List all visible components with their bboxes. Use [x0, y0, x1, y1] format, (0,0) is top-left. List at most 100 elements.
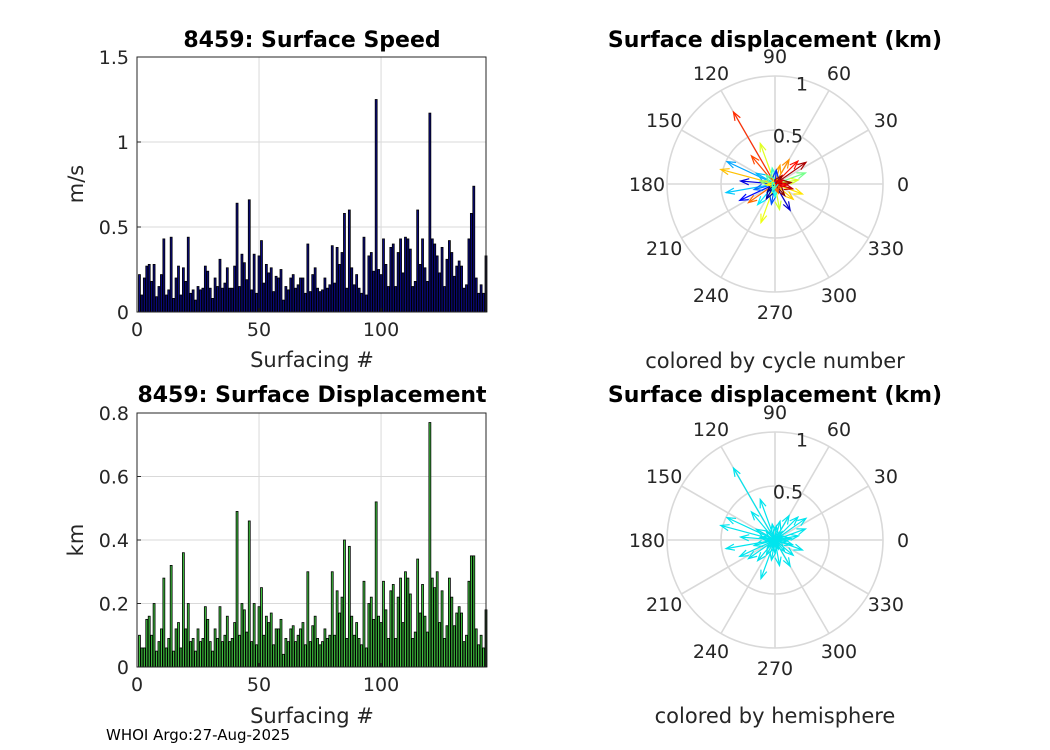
displacement-bar	[196, 628, 200, 668]
displacement-bar	[387, 638, 390, 668]
displacement-bar	[267, 622, 271, 668]
displacement-bar	[445, 625, 449, 668]
displacement-bar	[401, 622, 405, 668]
polar-hemisphere-chart: Surface displacement (km) 0 30 60 90 120 150 1…	[608, 383, 942, 728]
displacement-bar	[460, 612, 463, 668]
displacement-bar	[216, 638, 219, 668]
displacement-bar	[440, 590, 444, 668]
speed-bar	[155, 296, 158, 313]
displacement-chart-title: 8459: Surface Displacement	[137, 383, 487, 408]
displacement-bar	[308, 641, 312, 668]
displacement-bar	[262, 634, 266, 668]
polar-cycle-arrow	[774, 158, 790, 185]
speed-y-tick-label: 0	[117, 302, 129, 324]
speed-bar	[164, 294, 168, 313]
polar-hemisphere-angle-label: 30	[874, 466, 898, 488]
displacement-bar	[450, 596, 454, 668]
polar-cycle-arrow	[752, 183, 776, 191]
displacement-bar	[306, 571, 310, 668]
polar-hemisphere-spoke	[774, 539, 869, 595]
displacement-bar	[389, 590, 393, 668]
speed-bar	[328, 284, 332, 313]
displacement-bar	[167, 638, 171, 668]
speed-bar	[296, 284, 300, 313]
speed-bar	[472, 185, 476, 313]
speed-bar	[448, 240, 451, 313]
polar-hemisphere-arrow	[732, 466, 776, 541]
speed-bar	[330, 245, 334, 313]
displacement-bar	[282, 653, 285, 668]
displacement-bar	[338, 612, 341, 668]
displacement-bar	[377, 615, 380, 668]
displacement-bar	[277, 628, 280, 668]
polar-hemisphere-arrow	[771, 538, 779, 549]
speed-bar	[384, 263, 388, 313]
displacement-bar	[472, 555, 476, 668]
speed-bar	[160, 274, 163, 313]
speed-bar	[162, 238, 166, 313]
polar-cycle-spoke	[774, 129, 869, 185]
speed-bar	[252, 253, 256, 313]
displacement-bar	[284, 638, 288, 668]
speed-bar	[138, 274, 141, 313]
speed-bar	[469, 212, 473, 313]
speed-bar	[335, 246, 339, 313]
displacement-bar	[448, 577, 451, 668]
speed-bar	[428, 112, 432, 313]
displacement-bar	[152, 603, 156, 668]
polar-hemisphere-angle-label: 0	[897, 530, 909, 552]
displacement-bar	[325, 638, 329, 668]
polar-hemisphere-angle-label: 180	[629, 530, 665, 552]
displacement-bar	[457, 606, 461, 668]
polar-hemisphere-radius-label: 1	[796, 430, 808, 452]
displacement-bar	[201, 638, 205, 668]
speed-bar	[301, 277, 305, 313]
speed-y-tick-label: 1.5	[99, 47, 129, 69]
speed-bar-chart: 8459: Surface Speed 0 50 100 0 0.5 1 1.5 Surfa…	[64, 28, 488, 372]
polar-hemisphere-angle-label: 240	[693, 641, 729, 663]
speed-bar	[311, 274, 315, 313]
displacement-bar	[238, 634, 241, 668]
speed-bar	[372, 270, 376, 313]
polar-cycle-arrow	[764, 173, 776, 185]
displacement-x-tick-label: 50	[247, 674, 271, 696]
polar-cycle-angle-label: 300	[821, 285, 857, 307]
speed-bar	[455, 265, 459, 313]
speed-bar	[272, 291, 276, 313]
displacement-bar	[174, 628, 178, 668]
displacement-bar	[467, 580, 471, 668]
displacement-bar	[257, 606, 261, 668]
displacement-bar	[252, 603, 256, 668]
speed-bar	[257, 255, 261, 313]
speed-bar	[465, 284, 468, 313]
displacement-bar	[355, 622, 359, 668]
speed-bar	[250, 289, 254, 313]
speed-bar	[379, 274, 383, 313]
polar-cycle-caption: colored by cycle number	[645, 349, 905, 373]
displacement-bar	[443, 638, 446, 668]
speed-bar	[243, 262, 246, 313]
speed-x-tick-label: 100	[363, 319, 399, 341]
displacement-bar	[240, 603, 244, 668]
speed-bar	[408, 248, 412, 313]
displacement-bar	[301, 622, 305, 668]
speed-bar	[440, 246, 444, 313]
speed-bar	[221, 287, 224, 313]
speed-bar	[196, 286, 200, 313]
polar-cycle-spoke	[774, 183, 869, 239]
speed-bar	[357, 287, 361, 313]
displacement-y-tick-label: 0	[117, 657, 129, 679]
displacement-x-tick-label: 0	[131, 674, 143, 696]
speed-bar	[191, 289, 195, 313]
speed-bar	[172, 297, 175, 313]
displacement-bar	[269, 612, 273, 668]
displacement-bar	[396, 596, 400, 668]
displacement-bar	[160, 628, 163, 668]
speed-bar	[345, 287, 349, 313]
displacement-bar	[394, 638, 398, 668]
displacement-bar	[340, 596, 344, 668]
speed-bar	[340, 252, 344, 313]
polar-hemisphere-radius-label: 0.5	[773, 482, 803, 504]
displacement-bar	[304, 644, 307, 668]
polar-hemisphere-arrow	[752, 539, 776, 547]
